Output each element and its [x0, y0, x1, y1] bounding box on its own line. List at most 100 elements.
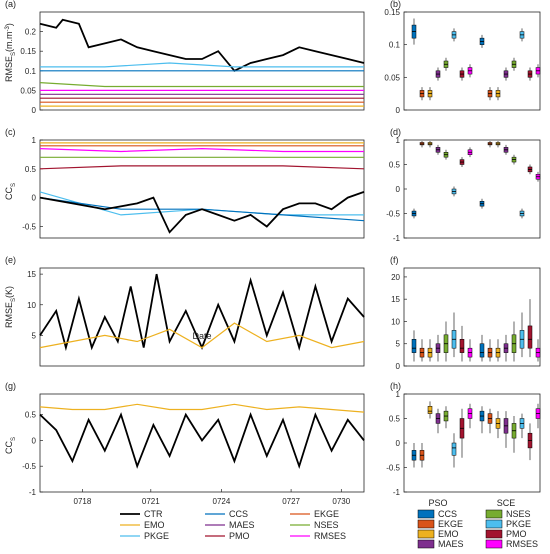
legend-left-label-rmses: RMSES — [314, 531, 346, 541]
ytick-label-a-4: 0.2 — [25, 28, 37, 37]
legend-right-box-pmo — [485, 529, 503, 539]
group-label-pso: PSO — [428, 498, 447, 508]
panel-e: (e) RMSES(K) 5 10 15 — [4, 255, 365, 367]
legend-left-label-nses: NSES — [314, 520, 339, 530]
xtick-label-g-4: 0730 — [332, 497, 350, 506]
panel-label-c: (c) — [5, 127, 16, 137]
ytick-label-c-0: -0.5 — [22, 222, 36, 231]
ytick-label-g-1: -0.5 — [22, 462, 36, 471]
legend-right-box-maes — [417, 539, 435, 549]
svg-text:RMSES(K): RMSES(K) — [4, 286, 17, 328]
ytick-label-a-2: 0.1 — [25, 67, 37, 76]
legend-right-box-nses — [485, 509, 503, 519]
box-f-sce-ccs — [479, 343, 485, 358]
box-f-pso-ccs — [411, 339, 417, 353]
panel-g: (g) CCS Date -1 -0.5 0 0.5 0718 0721 0724 0727 0… — [4, 331, 365, 506]
ytick-label-d-3: 0.5 — [389, 161, 401, 170]
legend-right-label-rmses: RMSES — [506, 539, 538, 549]
ytick-label-d-1: -0.5 — [386, 210, 400, 219]
legend-right-box-ccs — [417, 509, 435, 519]
axes-a-frame — [39, 11, 365, 111]
ytick-label-e-1: 10 — [27, 301, 36, 310]
ytick-label-g-2: 0 — [32, 436, 37, 445]
series-c-ctr — [39, 191, 365, 234]
ylabel-c: CCS — [4, 183, 17, 200]
ytick-label-a-0: 0 — [32, 106, 37, 115]
ytick-label-h-1: -0.5 — [386, 464, 400, 473]
ylabel-e: RMSES(K) — [4, 286, 17, 328]
ytick-label-b-1: 0.05 — [384, 73, 400, 82]
legend-right-label-ccs: CCS — [438, 509, 457, 519]
legend-right-label-maes: MAES — [438, 539, 464, 549]
axes-f-frame — [403, 267, 541, 367]
ytick-label-c-3: 1 — [32, 136, 37, 145]
series-e-emo — [39, 322, 365, 349]
ytick-label-b-0: 0 — [396, 106, 401, 115]
ytick-label-b-2: 0.1 — [389, 41, 401, 50]
ytick-label-g-3: 0.5 — [25, 411, 37, 420]
xtick-label-g-0: 0718 — [74, 497, 92, 506]
legend-left-label-emo: EMO — [144, 520, 165, 530]
ytick-label-a-1: 0.05 — [20, 86, 36, 95]
series-a-nses — [39, 82, 364, 88]
ytick-label-h-0: -1 — [393, 488, 401, 497]
panel-label-d: (d) — [390, 127, 401, 137]
legend-right-box-ekge — [417, 519, 435, 529]
ytick-label-c-2: 0.5 — [25, 165, 37, 174]
legend-left-label-ccs: CCS — [229, 509, 248, 519]
panel-label-h: (h) — [390, 381, 401, 391]
legend-left-label-ekge: EKGE — [314, 509, 339, 519]
legend-timeseries: CTR CCS EKGE EMO MAES NSES PKGE PMO RMSES — [120, 509, 346, 541]
ytick-label-f-1: 5 — [396, 340, 401, 349]
xtick-label-g-2: 0724 — [213, 497, 231, 506]
ytick-label-f-4: 20 — [391, 273, 400, 282]
legend-right-label-emo: EMO — [438, 529, 459, 539]
xtick-label-g-3: 0727 — [282, 497, 300, 506]
ytick-label-f-0: 0 — [396, 362, 401, 371]
ytick-label-h-3: 0.5 — [389, 415, 401, 424]
panel-label-b: (b) — [390, 0, 401, 9]
series-g-ctr — [39, 412, 365, 470]
svg-text:CCS: CCS — [4, 183, 17, 200]
legend-right-box-emo — [417, 529, 435, 539]
axes-g-frame — [39, 393, 365, 493]
series-a-ctr — [39, 18, 365, 72]
legend-left-label-maes: MAES — [229, 520, 255, 530]
ytick-label-d-2: 0 — [396, 185, 401, 194]
ylabel-a: RMSES(m.m-3) — [4, 23, 17, 82]
xtick-label-g-1: 0721 — [142, 497, 160, 506]
ytick-label-d-0: -1 — [393, 234, 401, 243]
box-f-pso-pmo — [459, 339, 465, 353]
series-c-rmses — [39, 147, 364, 153]
legend-right-label-ekge: EKGE — [438, 519, 463, 529]
ytick-label-e-0: 5 — [32, 331, 37, 340]
axes-e-frame — [39, 267, 365, 367]
panel-a: (a) RMSES(m.m-3) 0 0.05 0.1 0.15 0.2 — [4, 0, 365, 115]
ytick-label-b-3: 0.15 — [384, 8, 400, 17]
axes-b-frame — [403, 11, 541, 111]
ytick-label-f-2: 10 — [391, 317, 400, 326]
ytick-label-f-3: 15 — [391, 295, 400, 304]
group-label-sce: SCE — [497, 498, 516, 508]
panel-label-e: (e) — [5, 255, 16, 265]
ytick-label-e-2: 15 — [27, 270, 36, 279]
panel-h: (h) -1 -0.5 0 0.5 1 PSO SCE — [386, 381, 541, 508]
legend-boxplots: CCS NSES EKGE PKGE EMO PMO MAES RMSES — [417, 509, 538, 549]
axes-c-frame — [39, 139, 365, 239]
panel-f: (f) 0 5 10 15 20 — [390, 255, 541, 371]
ytick-label-h-2: 0 — [396, 439, 401, 448]
ytick-label-c-1: 0 — [32, 194, 37, 203]
legend-right-label-nses: NSES — [506, 509, 531, 519]
ytick-label-d-4: 1 — [396, 136, 401, 145]
ytick-label-h-4: 1 — [396, 390, 401, 399]
ytick-label-g-0: -1 — [29, 488, 37, 497]
box-f-sce-pmo — [527, 325, 533, 349]
legend-left-label-ctr: CTR — [144, 509, 163, 519]
ylabel-g: CCS — [4, 437, 17, 454]
panel-b: (b) 0 0.05 0.1 0.15 — [384, 0, 541, 115]
series-g-emo — [39, 403, 365, 413]
legend-right-box-rmses — [485, 539, 503, 549]
series-a-pkge — [40, 62, 364, 68]
panel-d: (d) -1 -0.5 0 0.5 1 — [386, 127, 541, 243]
